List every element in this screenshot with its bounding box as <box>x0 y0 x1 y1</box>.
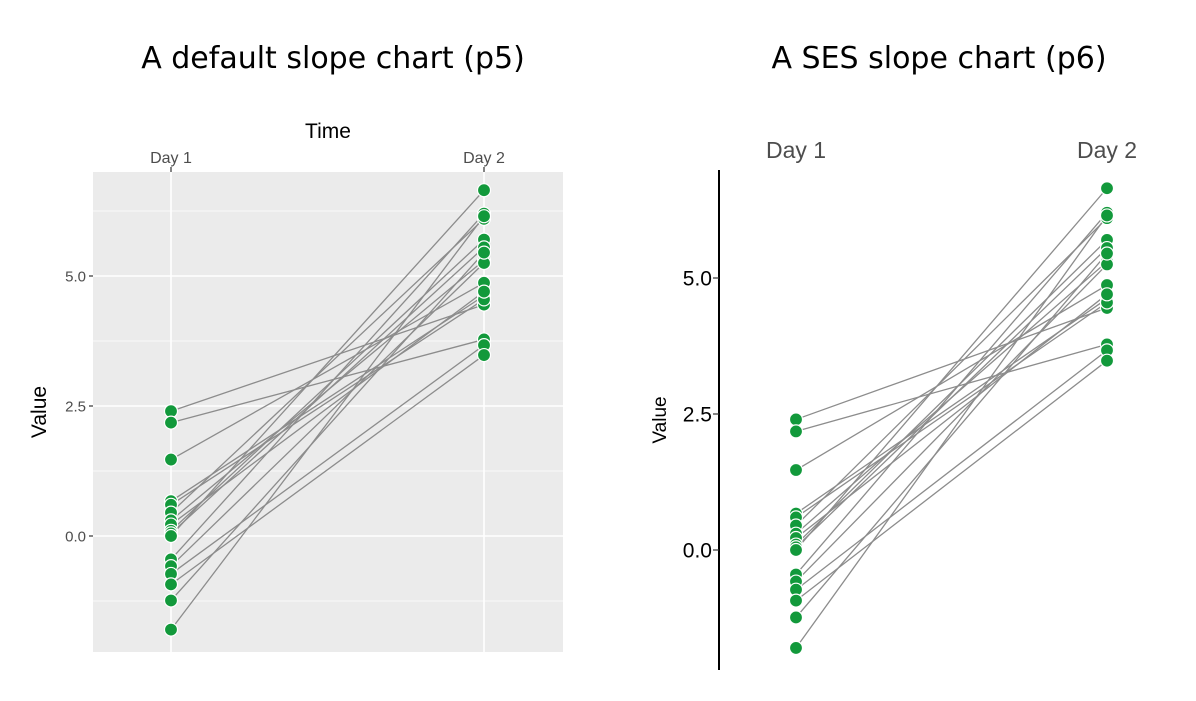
chart-title: A default slope chart (p5) <box>141 41 525 76</box>
day1-point <box>163 577 179 592</box>
slope-line <box>795 187 1108 551</box>
x-tick-label-day1: Day 1 <box>150 150 192 167</box>
slope-line <box>170 298 485 506</box>
slope-line <box>170 252 485 601</box>
day1-point <box>788 593 804 608</box>
day2-point <box>476 347 492 363</box>
y-tick-label: 0.0 <box>683 539 712 562</box>
slope-line <box>795 217 1108 526</box>
y-tick-label: 2.5 <box>683 403 712 426</box>
slope-line <box>170 189 485 537</box>
y-tick-label: 0.0 <box>65 528 86 545</box>
slope-line <box>170 354 485 585</box>
day1-point <box>788 462 804 478</box>
slope-line <box>170 262 485 567</box>
plot-panel <box>93 172 563 652</box>
day2-point <box>476 209 492 224</box>
data-points <box>788 181 1115 656</box>
slope-line <box>795 293 1108 539</box>
day1-point <box>163 528 179 544</box>
default-slope-chart: A default slope chart (p5) Time Day 1 Da… <box>28 41 563 652</box>
slope-lines <box>170 189 485 630</box>
slope-line <box>795 239 1108 546</box>
slope-line <box>170 218 485 514</box>
day2-point <box>1099 287 1115 302</box>
y-axis-ticks: 0.0 2.5 5.0 <box>683 267 719 562</box>
slope-line <box>795 253 1108 618</box>
day1-point <box>788 424 804 439</box>
day2-point <box>476 284 492 299</box>
y-tick-label: 5.0 <box>65 268 86 285</box>
day1-point <box>163 415 179 430</box>
day1-point <box>788 412 804 427</box>
slope-line <box>795 215 1108 649</box>
ses-slope-chart: A SES slope chart (p6) Day 1 Day 2 Value… <box>650 41 1137 670</box>
slope-line <box>795 284 1108 471</box>
slope-line <box>795 360 1108 602</box>
day1-point <box>163 622 179 637</box>
slope-line <box>170 213 485 560</box>
y-tick-label: 5.0 <box>683 267 712 290</box>
slope-line <box>795 212 1108 575</box>
day2-point <box>1099 353 1115 368</box>
day2-point <box>1099 208 1115 223</box>
slope-line <box>170 215 485 630</box>
day2-point <box>476 183 492 198</box>
day1-point <box>788 640 804 656</box>
slope-line <box>795 301 1108 518</box>
day2-point <box>1099 181 1115 196</box>
y-tick-label: 2.5 <box>65 398 86 415</box>
slope-lines <box>795 187 1108 649</box>
chart-title: A SES slope chart (p6) <box>771 41 1106 76</box>
y-axis-ticks: 0.0 2.5 5.0 <box>65 268 93 545</box>
slope-line <box>170 338 485 424</box>
x-tick-label-day1: Day 1 <box>766 137 826 163</box>
slope-line <box>795 307 1108 421</box>
slope-line <box>170 246 485 534</box>
day1-point <box>788 542 804 558</box>
slope-line <box>795 247 1108 548</box>
slope-line <box>170 344 485 575</box>
day2-point <box>476 245 492 260</box>
slope-line <box>170 303 485 412</box>
day1-point <box>163 452 179 467</box>
data-points <box>163 183 492 637</box>
x-axis-title: Time <box>305 120 351 143</box>
slope-line <box>170 239 485 532</box>
day1-point <box>163 593 179 608</box>
x-tick-label-day2: Day 2 <box>1077 137 1137 163</box>
slope-line <box>795 343 1108 433</box>
day1-point <box>788 610 804 625</box>
slope-line <box>795 349 1108 591</box>
slope-line <box>170 282 485 461</box>
day2-point <box>1099 246 1115 261</box>
x-tick-label-day2: Day 2 <box>463 150 505 167</box>
y-axis-title: Value <box>28 386 51 438</box>
y-axis-title: Value <box>650 396 671 443</box>
slope-line <box>795 263 1108 583</box>
